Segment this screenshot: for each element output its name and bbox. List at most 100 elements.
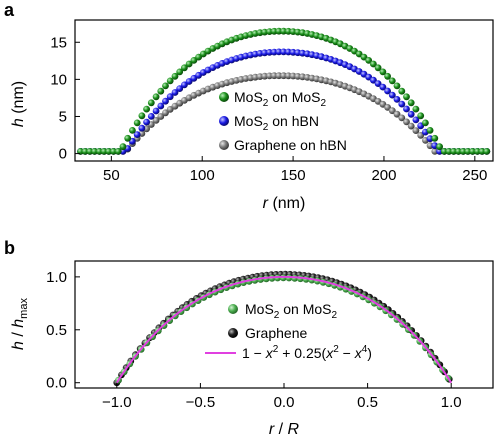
panel-a-point (407, 99, 415, 107)
panel-a-point (398, 87, 406, 95)
panel-a-axes: 50 100 150 200 250 0 5 10 15 (50, 34, 487, 184)
panel-a-point (365, 57, 373, 64)
panel-a-points (77, 27, 491, 155)
panel-a-point (412, 105, 420, 113)
panel-a-xlabel: r (nm) (263, 195, 306, 212)
panel-a-point (403, 93, 410, 101)
panel-a-point (275, 27, 283, 35)
panel-b-ytick-label: 1.0 (46, 269, 67, 286)
panel-a-xtick-label: 200 (371, 167, 396, 184)
panel-a-point (275, 48, 283, 56)
panel-a-point (407, 122, 415, 130)
panel-a-point (166, 106, 174, 113)
panel-a-point (374, 80, 382, 87)
panel-a-point (114, 148, 122, 155)
panel-a-point (133, 131, 141, 139)
panel-a-point (143, 118, 151, 126)
panel-a-point (275, 72, 283, 80)
panel-a-point (393, 82, 401, 90)
panel-a-point (393, 110, 401, 118)
panel-a-ytick-label: 0 (59, 146, 67, 163)
panel-a-point (152, 93, 160, 101)
panel-a-point (388, 107, 396, 115)
panel-a-point (138, 124, 146, 132)
panel-a-point (379, 68, 387, 76)
panel-a-xtick-label: 100 (190, 167, 215, 184)
panel-a-point (426, 142, 434, 150)
panel-a-point (157, 102, 165, 110)
panel-a-point (455, 148, 462, 155)
panel-a-point (431, 148, 439, 155)
panel-a-point (157, 87, 165, 95)
panel-a-point (162, 109, 169, 117)
panel-a: a 50 100 150 200 250 0 5 10 15 h (nm) r (nm) MoS… (4, 0, 494, 212)
legend-marker-mos2-on-mos2 (219, 92, 229, 102)
panel-b: b −1.0 −0.5 0.0 0.5 1.0 0.0 0.5 1.0 h / hmax r … (4, 238, 494, 438)
panel-a-point (440, 148, 448, 155)
legend-label-mos2-on-hbn: MoS2 on hBN (234, 113, 319, 133)
panel-a-point (270, 72, 278, 80)
panel-a-point (105, 148, 113, 155)
panel-b-xtick-label: 0.0 (274, 394, 295, 411)
panel-a-point (157, 113, 165, 120)
panel-a-frame (74, 19, 494, 162)
panel-a-point (483, 148, 491, 155)
panel-b-points (113, 270, 453, 387)
panel-a-point (436, 143, 443, 151)
panel-a-point (181, 81, 188, 89)
panel-a-point (96, 148, 103, 155)
panel-a-point (185, 60, 193, 68)
panel-a-xtick-label: 150 (281, 167, 306, 184)
panel-a-point (398, 114, 406, 122)
panel-a-point (138, 112, 146, 120)
legend-label-b-mos2-on-mos2: MoS2 on MoS2 (245, 301, 338, 321)
panel-a-point (459, 148, 467, 155)
panel-a-ytick-label: 10 (50, 71, 67, 88)
panel-a-point (162, 82, 169, 90)
panel-b-ytick-label: 0.0 (46, 375, 67, 392)
panel-a-point (91, 148, 98, 155)
panel-a-point (417, 112, 425, 120)
panel-a-point (379, 83, 387, 91)
panel-a-point (110, 148, 117, 155)
panel-a-point (388, 77, 396, 85)
panel-a-point (147, 113, 155, 120)
panel-a-point (81, 148, 89, 155)
panel-a-xtick-label: 250 (462, 167, 487, 184)
panel-a-point (370, 76, 377, 84)
panel-a-point (403, 105, 410, 113)
panel-a-point (100, 148, 108, 155)
panel-a-point (426, 126, 434, 134)
panel-a-point (86, 148, 94, 155)
panel-b-fit-line (115, 275, 453, 384)
panel-a-point (474, 148, 481, 155)
panel-a-point (176, 68, 184, 76)
panel-a-point (171, 72, 179, 80)
legend-label-mos2-on-mos2: MoS2 on MoS2 (234, 89, 327, 109)
panel-a-point (119, 143, 127, 151)
panel-a-point (143, 105, 151, 113)
panel-a-ytick-label: 5 (59, 108, 67, 125)
panel-a-point (152, 117, 160, 124)
panel-a-point (171, 89, 179, 96)
panel-a-ylabel: h (nm) (10, 81, 27, 127)
panel-b-xtick-label: −0.5 (186, 394, 216, 411)
panel-a-point (280, 27, 287, 35)
panel-a-point (360, 53, 368, 61)
panel-a-legend: MoS2 on MoS2 MoS2 on hBN Graphene on hBN (219, 89, 347, 153)
legend-label-fit: 1 − x2 + 0.25(x2 − x4) (242, 344, 372, 361)
panel-a-point (374, 64, 382, 72)
panel-a-point (469, 148, 476, 155)
panel-a-point (124, 134, 132, 142)
panel-a-point (445, 148, 453, 155)
panel-b-axes: −1.0 −0.5 0.0 0.5 1.0 0.0 0.5 1.0 (46, 269, 461, 411)
panel-a-point (436, 148, 443, 155)
panel-a-xtick-label: 50 (103, 167, 120, 184)
panel-b-xlabel: r / R (269, 421, 300, 438)
panel-a-point (190, 57, 198, 64)
legend-label-graphene-on-hbn: Graphene on hBN (234, 137, 347, 153)
panel-a-point (478, 148, 486, 155)
panel-a-point (412, 127, 420, 134)
panel-a-ytick-label: 15 (50, 34, 67, 51)
